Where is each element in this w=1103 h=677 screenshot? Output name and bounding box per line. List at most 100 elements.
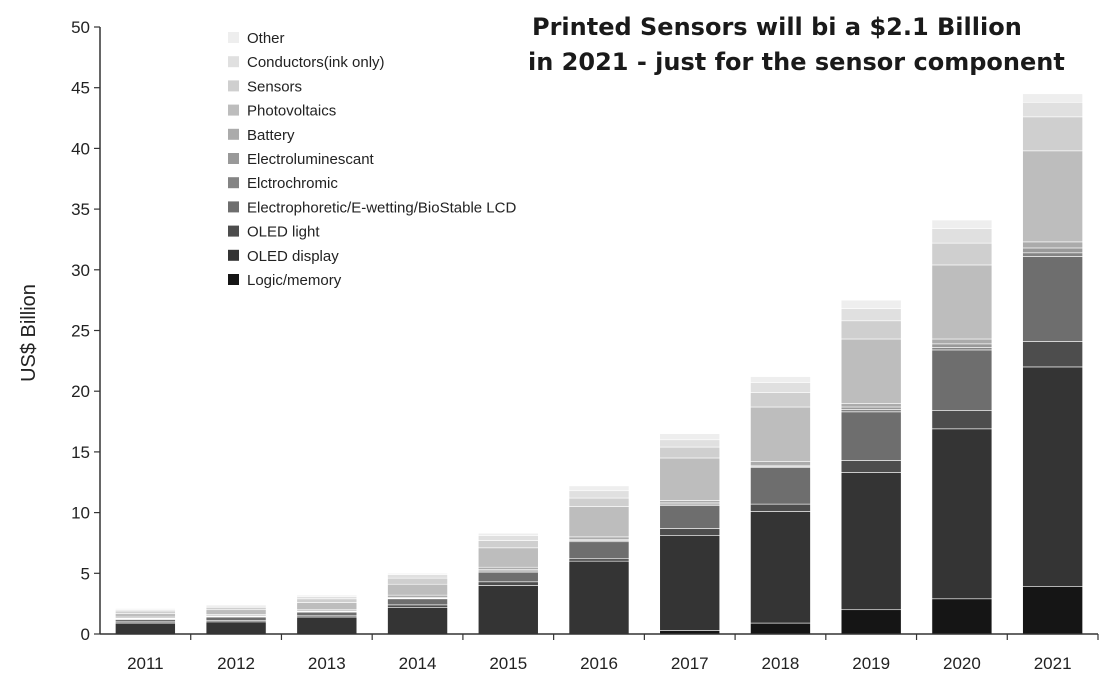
bar-stack-2015 — [477, 532, 539, 635]
bar-segment — [931, 347, 993, 351]
legend-item: Battery — [228, 127, 295, 144]
bar-segment — [931, 338, 993, 345]
x-tick-label: 2020 — [943, 654, 981, 673]
y-tick-label: 10 — [71, 504, 90, 523]
bar-segment — [568, 490, 630, 499]
bar-segment — [477, 566, 539, 570]
bar-segment — [931, 343, 993, 348]
bar-segment — [931, 242, 993, 266]
legend-swatch — [228, 153, 239, 164]
x-tick-label: 2018 — [762, 654, 800, 673]
bar-stack-2016 — [568, 485, 630, 635]
legend-swatch — [228, 177, 239, 189]
bar-segment — [750, 622, 811, 635]
bar-segment — [1022, 241, 1083, 249]
bar-segment — [387, 583, 448, 596]
y-tick-label: 30 — [71, 261, 90, 280]
legend-item: Photovoltaics — [228, 103, 336, 120]
bar-segment — [1022, 101, 1083, 118]
y-tick-label: 0 — [81, 625, 90, 644]
bar-segment — [115, 613, 176, 618]
bar-segment — [205, 604, 267, 607]
legend-swatch — [228, 56, 239, 68]
bar-segment — [568, 506, 630, 538]
bar-segment — [750, 406, 811, 462]
bar-segment — [659, 528, 721, 536]
legend-label: Logic/memory — [247, 272, 342, 289]
bar-segment — [115, 619, 176, 623]
bar-segment — [750, 511, 811, 624]
bar-segment — [568, 497, 630, 507]
chart-title-line-1: Printed Sensors will bi a $2.1 Billion — [532, 13, 1022, 41]
bars-group — [115, 93, 1083, 635]
bar-stack-2018 — [750, 376, 811, 635]
y-tick-label: 15 — [71, 443, 90, 462]
y-tick-label: 50 — [71, 18, 90, 37]
bar-segment — [477, 581, 539, 586]
y-tick-label: 20 — [71, 382, 90, 401]
bar-segment — [750, 376, 811, 384]
x-tick-label: 2017 — [671, 654, 709, 673]
bar-segment — [750, 382, 811, 393]
bar-stack-2011 — [115, 608, 176, 635]
bar-segment — [115, 622, 176, 635]
bar-segment — [568, 536, 630, 540]
bar-segment — [840, 472, 902, 611]
legend: Other Conductors(ink only) Sensors Photovol… — [228, 30, 516, 289]
y-axis-label: US$ Billion — [18, 284, 40, 382]
y-tick-label: 25 — [71, 322, 90, 341]
x-tick-label: 2016 — [580, 654, 618, 673]
bar-segment — [115, 608, 176, 611]
bar-segment — [750, 467, 811, 505]
y-tick-label: 40 — [71, 139, 90, 158]
y-tick-label: 5 — [81, 564, 90, 583]
bar-stack-2017 — [659, 433, 721, 635]
legend-label: OLED display — [247, 248, 339, 265]
bar-segment — [387, 574, 448, 579]
bar-segment — [115, 610, 176, 614]
x-tick-label: 2014 — [399, 654, 437, 673]
bar-stack-2021 — [1022, 93, 1083, 635]
legend-swatch — [228, 80, 239, 92]
legend-item: Electrophoretic/E-wetting/BioStable LCD — [228, 199, 516, 216]
bar-segment — [659, 433, 721, 441]
x-tick-label: 2012 — [217, 654, 255, 673]
bar-segment — [568, 558, 630, 562]
x-tick-label: 2021 — [1034, 654, 1072, 673]
legend-swatch — [228, 128, 239, 140]
bar-segment — [1022, 150, 1083, 243]
bar-stack-2019 — [840, 299, 902, 635]
bar-stack-2012 — [205, 604, 267, 635]
legend-label: OLED light — [247, 224, 320, 241]
bar-segment — [205, 606, 267, 611]
bar-segment — [387, 594, 448, 598]
bar-segment — [477, 540, 539, 549]
bar-segment — [205, 616, 267, 621]
bar-segment — [659, 535, 721, 631]
bar-segment — [296, 611, 358, 617]
legend-item: Elctrochromic — [228, 175, 338, 192]
bar-segment — [659, 446, 721, 459]
bar-segment — [568, 541, 630, 560]
legend-label: Elctrochromic — [247, 175, 338, 192]
bar-segment — [931, 410, 993, 430]
bar-segment — [659, 457, 721, 501]
bar-segment — [840, 403, 902, 408]
bar-segment — [840, 409, 902, 413]
bar-segment — [1022, 252, 1083, 257]
bar-segment — [568, 560, 630, 635]
legend-swatch — [228, 225, 239, 237]
bar-segment — [840, 411, 902, 461]
bar-segment — [205, 609, 267, 615]
bar-segment — [931, 428, 993, 600]
legend-label: Conductors(ink only) — [247, 54, 385, 71]
bar-segment — [477, 571, 539, 583]
chart-title-line-2: in 2021 - just for the sensor component — [528, 48, 1065, 76]
bar-segment — [750, 503, 811, 512]
bar-segment — [931, 264, 993, 340]
bar-segment — [387, 598, 448, 606]
bar-stack-2013 — [296, 594, 358, 635]
legend-label: Other — [247, 30, 285, 47]
legend-item: OLED light — [228, 224, 320, 241]
